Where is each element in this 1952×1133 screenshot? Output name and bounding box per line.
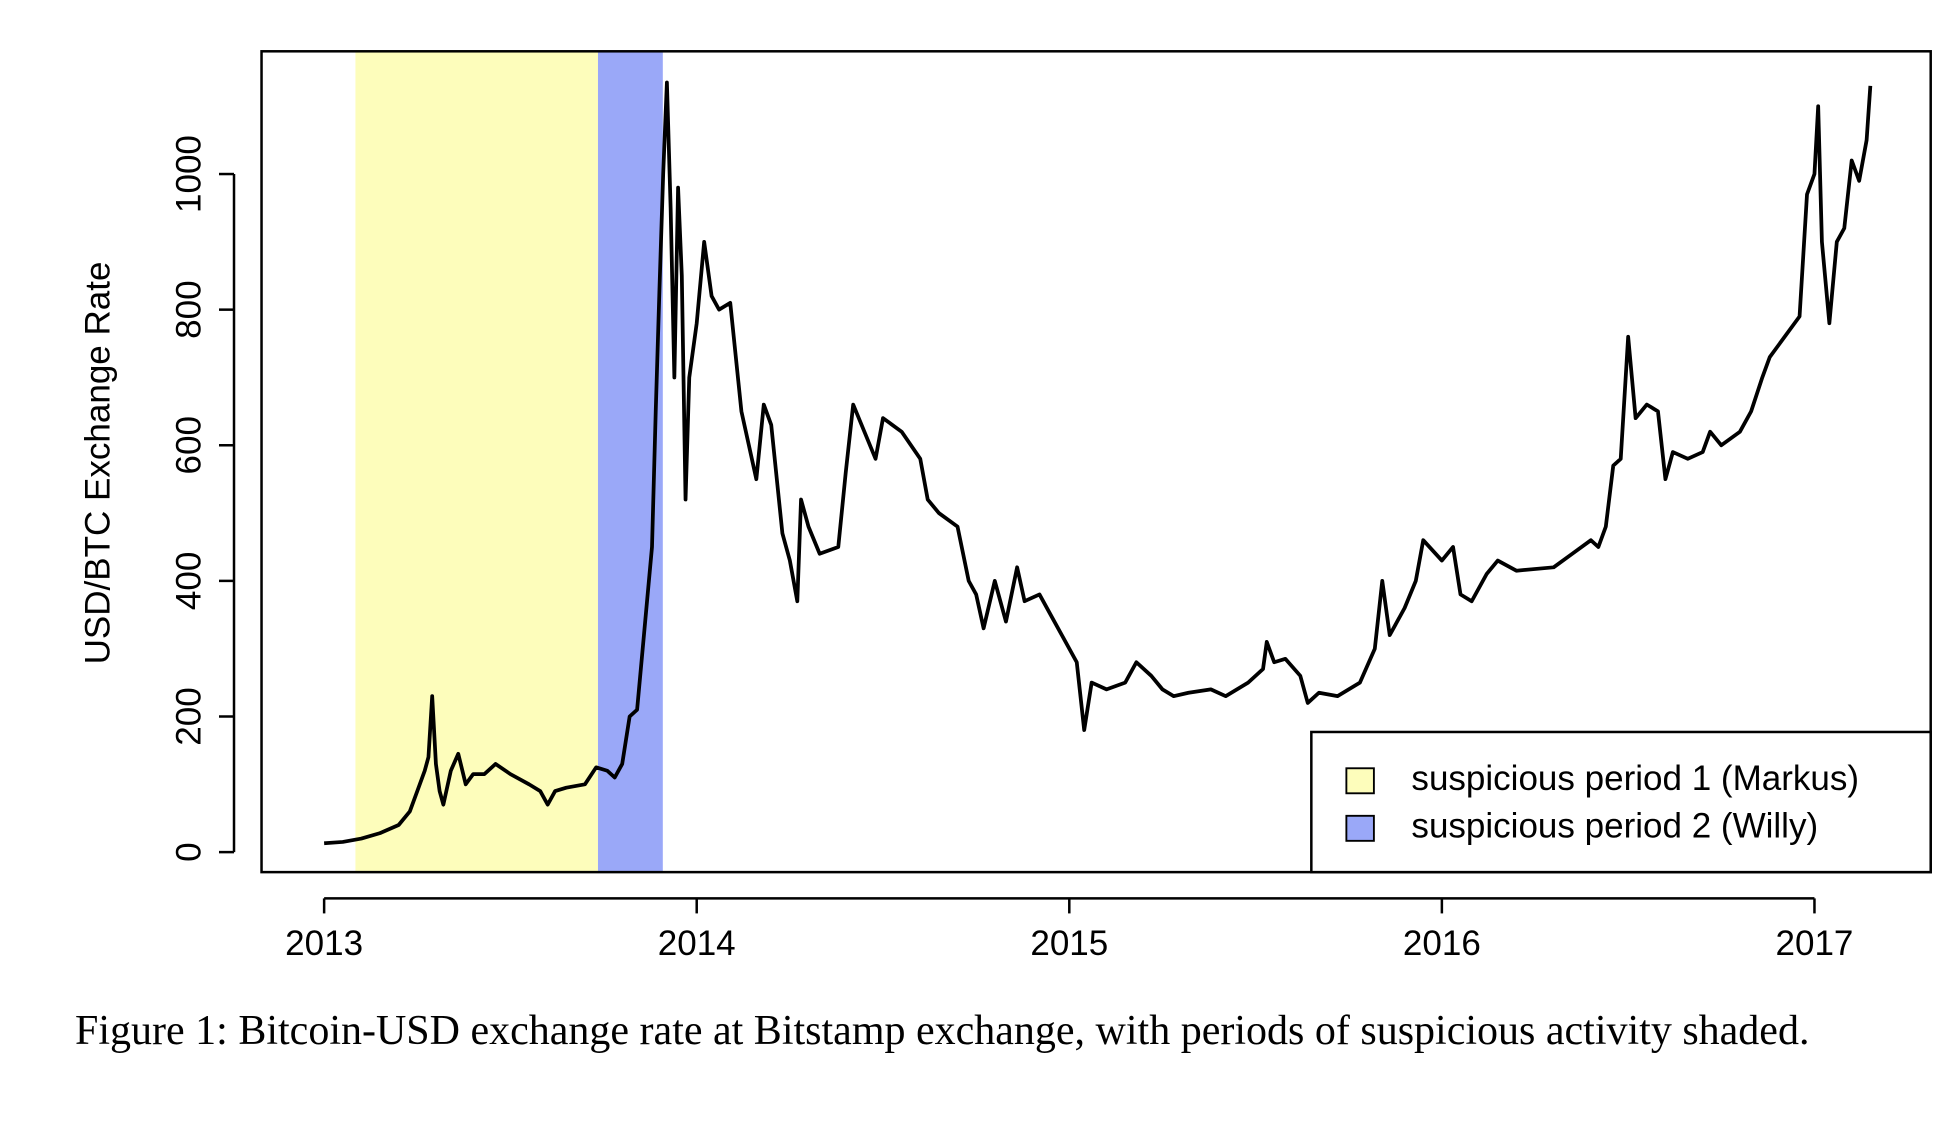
- y-tick-label: 1000: [170, 135, 209, 213]
- y-axis-label: USD/BTC Exchange Rate: [78, 262, 117, 665]
- legend-swatch: [1345, 767, 1375, 795]
- legend-label: suspicious period 2 (Willy): [1411, 807, 1818, 846]
- x-tick-label: 2016: [1403, 924, 1481, 963]
- plot-frame: [260, 50, 1932, 874]
- shaded-region: [355, 51, 598, 873]
- legend-swatch: [1345, 814, 1375, 842]
- caption: Figure 1: Bitcoin-USD exchange rate at B…: [75, 1008, 1810, 1054]
- y-tick-label: 800: [170, 280, 209, 338]
- y-tick-label: 400: [170, 552, 209, 610]
- legend-label: suspicious period 1 (Markus): [1411, 759, 1859, 798]
- x-tick-label: 2017: [1776, 924, 1854, 963]
- legend-box: [1310, 730, 1932, 874]
- x-tick-label: 2013: [285, 924, 363, 963]
- legend: suspicious period 1 (Markus) suspicious p…: [1310, 730, 1932, 874]
- y-tick-label: 200: [170, 687, 209, 745]
- x-tick-label: 2015: [1030, 924, 1108, 963]
- shaded-region: [597, 51, 663, 873]
- x-tick-label: 2014: [658, 924, 736, 963]
- y-tick-label: 0: [170, 842, 209, 861]
- y-tick-label: 600: [170, 416, 209, 474]
- price-line: [323, 80, 1873, 846]
